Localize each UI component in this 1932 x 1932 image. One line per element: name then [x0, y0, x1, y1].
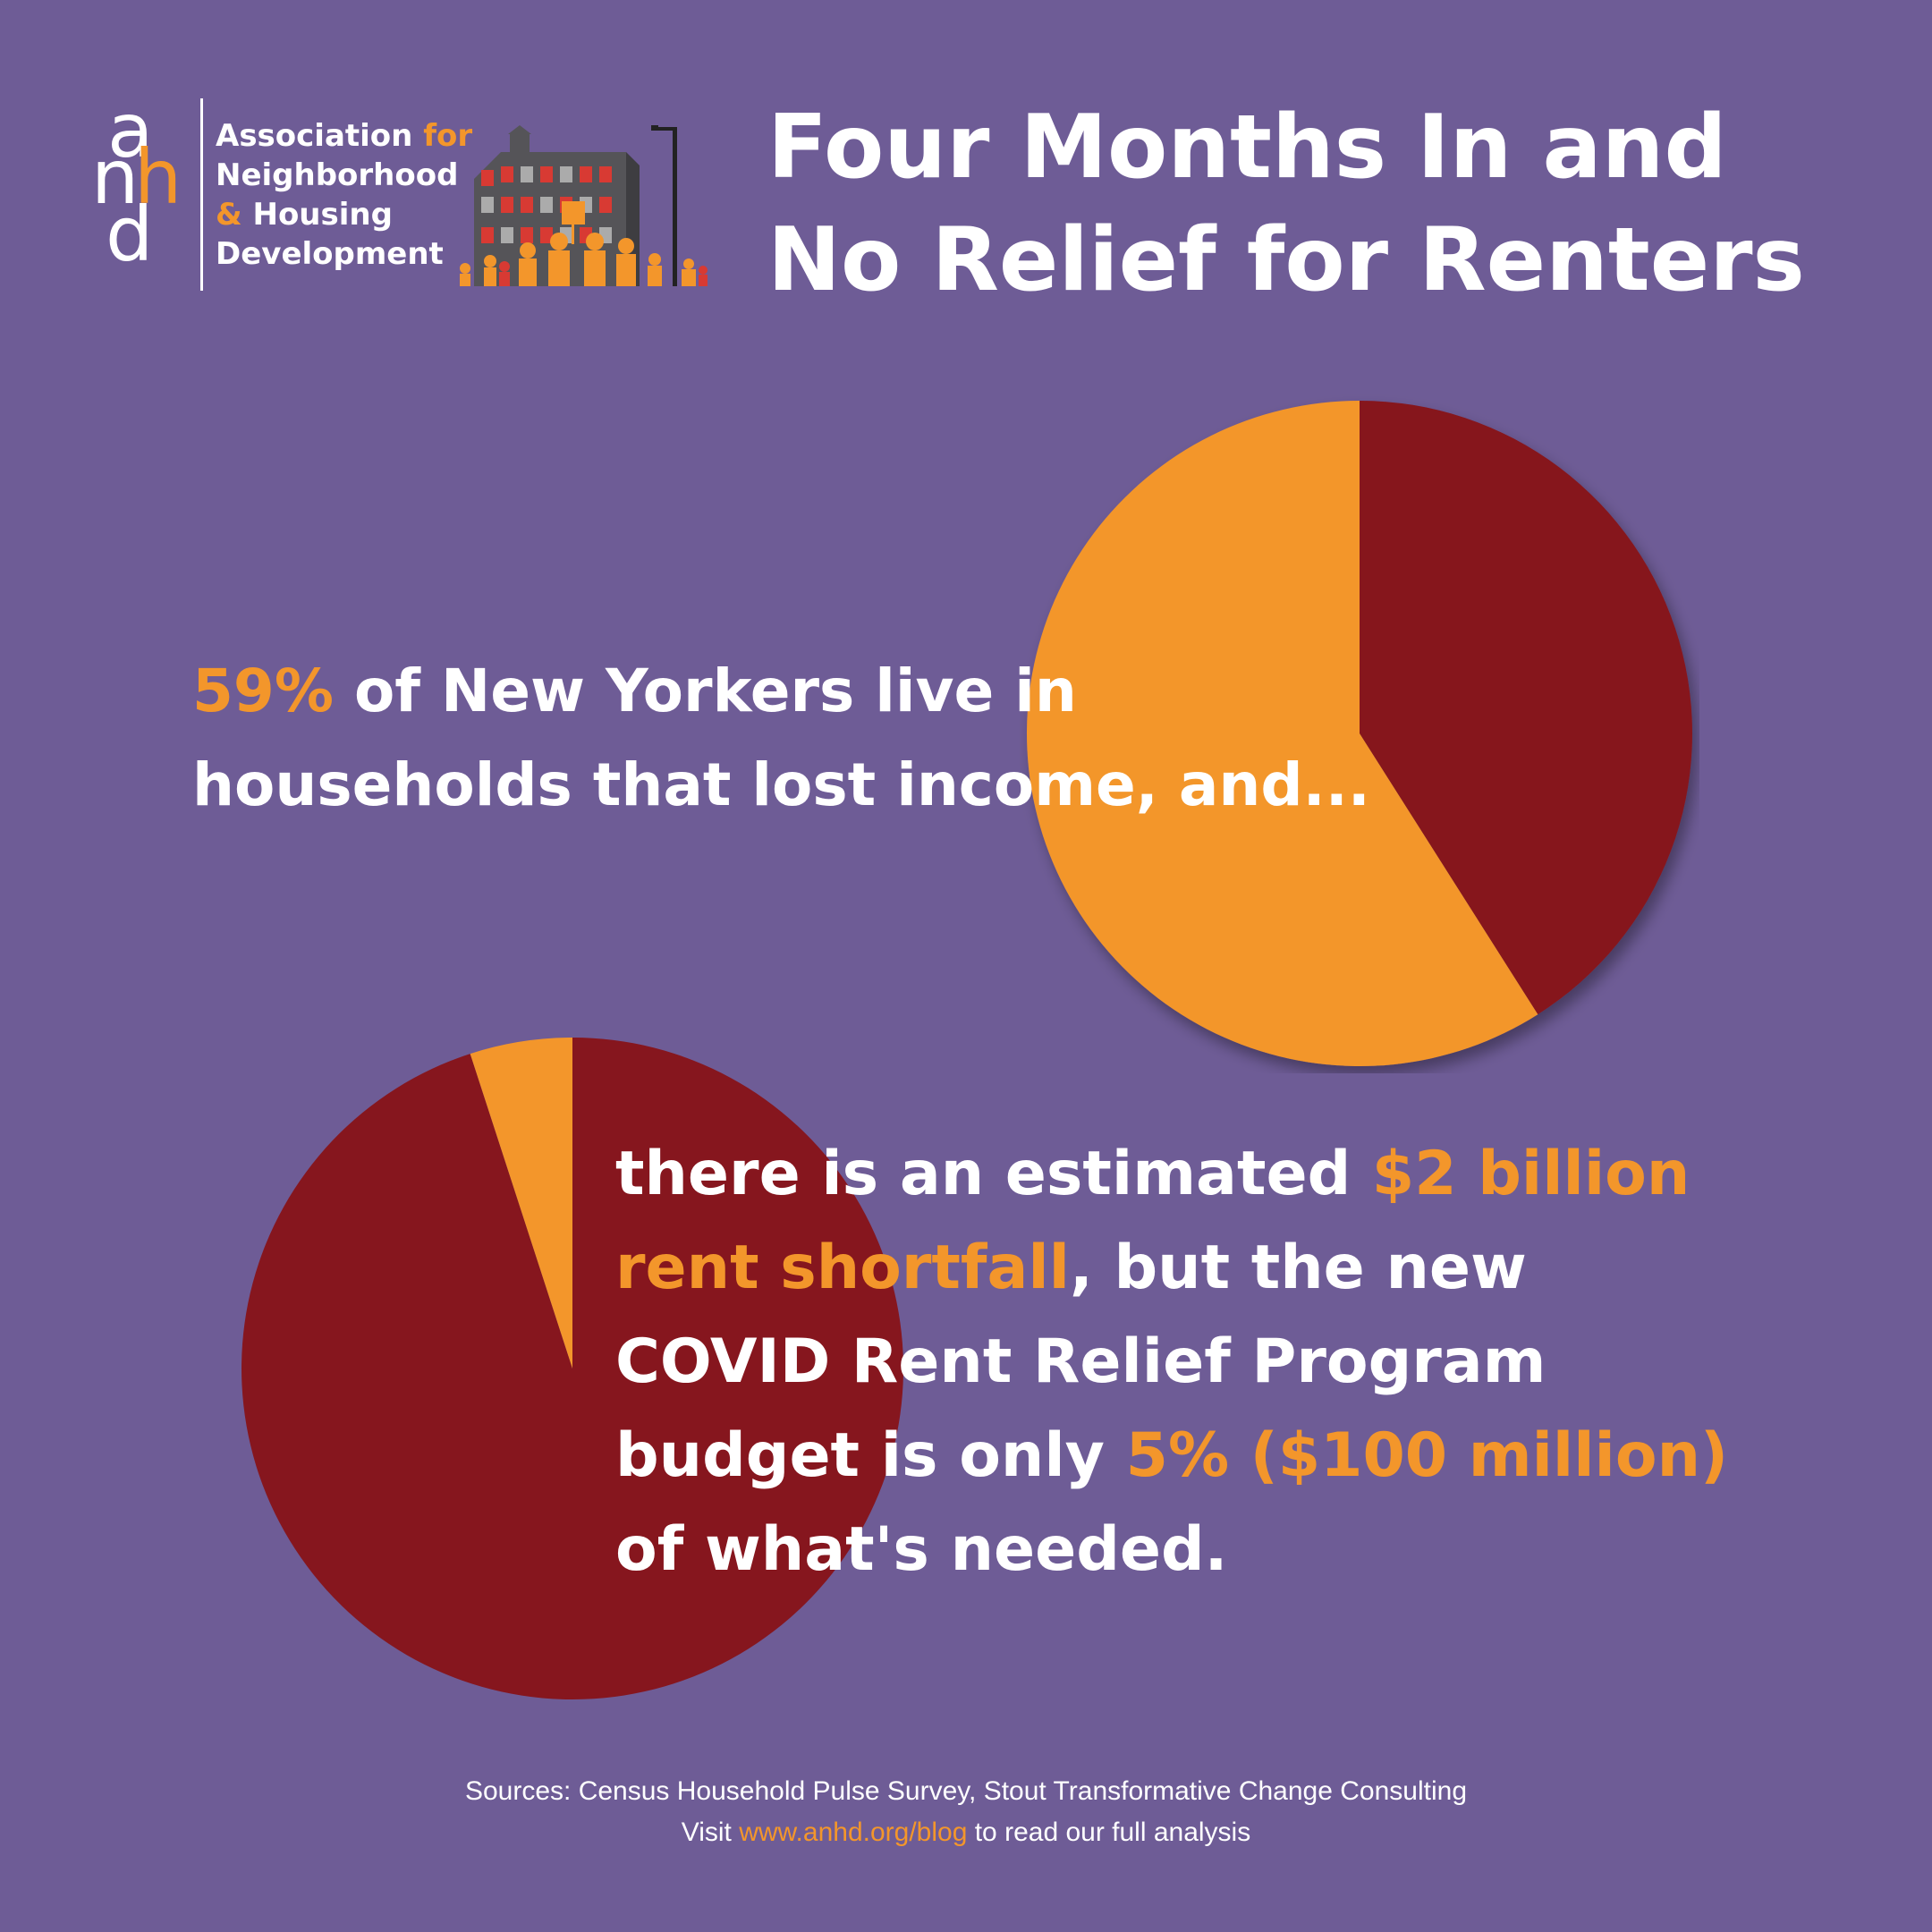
footer-visit: Visit www.anhd.org/blog to read our full…: [0, 1812, 1932, 1853]
headline: Four Months In and No Relief for Renters: [767, 91, 1912, 317]
statement-income-loss-line-1: 59% of New Yorkers live in: [192, 644, 1370, 738]
pie-income-slice-orange: [1026, 401, 1538, 1066]
anhd-logo[interactable]: a n h d Association for Neighborhood & H…: [89, 93, 716, 295]
headline-line-1: Four Months In and: [767, 97, 1727, 199]
logo-letter-n: n: [91, 133, 140, 221]
statement-rent-line-1: there is an estimated $2 billion: [615, 1127, 1728, 1221]
statement-text: there is an estimated: [615, 1139, 1372, 1209]
statement-income-loss-line-2: households that lost income, and...: [192, 750, 1370, 819]
logo-letter-h: h: [134, 133, 182, 221]
pie-rent-slice-orange: [470, 1038, 572, 1368]
statement-income-loss: 59% of New Yorkers live in households th…: [192, 644, 1370, 832]
statement-text: budget is only: [615, 1420, 1126, 1491]
stat-2-billion: $2 billion: [1371, 1139, 1690, 1209]
footer-visit-pre: Visit: [681, 1818, 740, 1847]
logo-skyline-illustration: [460, 125, 708, 286]
logo-divider: [200, 98, 203, 291]
logo-org-line-3: & Housing: [216, 197, 393, 233]
statement-text: of New Yorkers live in: [333, 657, 1077, 725]
statement-rent-line-2: rent shortfall, but the new: [615, 1221, 1728, 1315]
headline-line-2: No Relief for Renters: [767, 209, 1805, 311]
stat-rent-shortfall: rent shortfall: [615, 1233, 1070, 1303]
blog-link[interactable]: www.anhd.org/blog: [739, 1818, 968, 1847]
statement-rent-line-4: budget is only 5% ($100 million): [615, 1409, 1728, 1503]
logo-org-line-1: Association for: [216, 118, 473, 154]
logo-letter-d: d: [106, 191, 154, 278]
statement-rent-line-5: of what's needed.: [615, 1514, 1228, 1585]
logo-org-line-4: Development: [216, 236, 444, 272]
logo-org-line-2: Neighborhood: [216, 157, 459, 193]
pie-chart-rent-relief: [242, 1038, 904, 1699]
statement-text: , but the new: [1069, 1233, 1527, 1303]
footer-visit-post: to read our full analysis: [967, 1818, 1251, 1847]
stat-5-percent: 5% ($100 million): [1125, 1420, 1729, 1491]
statement-rent-line-3: COVID Rent Relief Program: [615, 1326, 1546, 1397]
footer: Sources: Census Household Pulse Survey, …: [0, 1771, 1932, 1853]
pie-income-slice-red: [1360, 401, 1692, 1015]
statement-rent-shortfall: there is an estimated $2 billion rent sh…: [615, 1127, 1728, 1597]
stat-59-percent: 59%: [192, 657, 334, 725]
pie-rent-slice-red: [242, 1038, 904, 1699]
footer-sources: Sources: Census Household Pulse Survey, …: [464, 1776, 1468, 1806]
pie-chart-income-loss: [1026, 401, 1692, 1066]
logo-letter-a: a: [107, 87, 154, 174]
